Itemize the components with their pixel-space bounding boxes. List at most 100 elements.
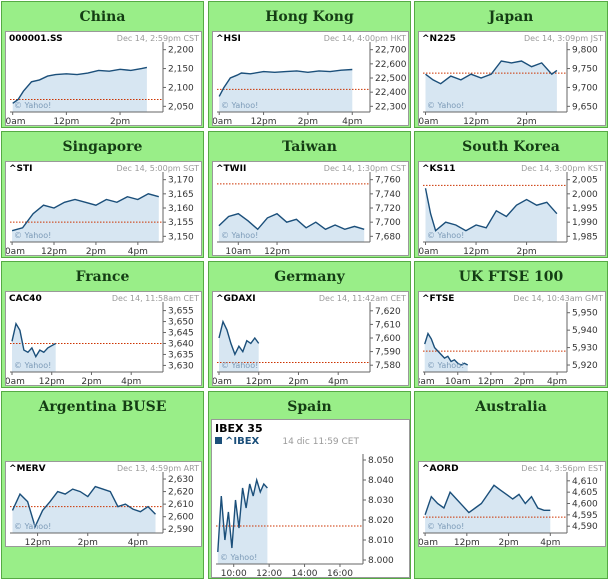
y-tick-label: 3,645: [168, 329, 194, 339]
price-area: [12, 323, 56, 372]
x-tick-label: 10am: [445, 377, 471, 387]
panel-south-korea: South Korea ^KS11 Dec 14, 3:00pm KST 2,005 2…: [414, 131, 608, 258]
panel-title: Spain: [287, 399, 332, 415]
chart-hong-kong[interactable]: ^HSI Dec 14, 4:00pm HKT 22,700 22,600 22,500…: [212, 31, 409, 127]
chart-spain[interactable]: IBEX 35 ^IBEX 14 dic 11:59 CET 8.050 8.040 8.…: [211, 419, 410, 579]
x-tick-label: 4pm: [128, 247, 148, 257]
chart-argentina-buse[interactable]: ^MERV Dec 13, 4:59pm ART 2,630 2,620 2,610 2,…: [5, 461, 202, 548]
chart-svg: ^GDAXI Dec 14, 11:42am CET 7,620 7,610 7,600…: [213, 294, 406, 387]
x-tick-label: 12pm: [41, 247, 67, 257]
panel-title: Japan: [488, 9, 534, 25]
y-tick-label: 3,165: [168, 190, 194, 200]
y-tick-label: 3,630: [168, 361, 194, 371]
x-tick-label: 10am: [6, 377, 25, 387]
price-area: [12, 486, 156, 533]
x-tick-label: 10am: [419, 538, 438, 548]
x-tick-label: 16:00: [327, 569, 353, 579]
chart-south-korea[interactable]: ^KS11 Dec 14, 3:00pm KST 2,005 2,000 1,995 1,…: [418, 161, 606, 257]
price-line: [218, 319, 260, 357]
symbol-label: ^IBEX: [225, 436, 260, 447]
y-tick-label: 3,650: [168, 318, 194, 328]
x-tick-label: 10am: [6, 117, 26, 127]
yahoo-watermark: © Yahoo!: [221, 361, 258, 370]
panel-france: France CAC40 Dec 14, 11:58am CET 3,655 3,650…: [1, 261, 204, 388]
y-tick-label: 2,150: [168, 65, 194, 75]
x-tick-label: 10:00: [221, 569, 247, 579]
chart-svg: ^FTSE Dec 14, 10:43am GMT 5,950 5,940 5,930 5…: [419, 294, 603, 387]
panel-title: France: [75, 269, 130, 285]
yahoo-watermark: © Yahoo!: [221, 101, 258, 110]
y-tick-label: 2,590: [168, 525, 194, 535]
symbol-label: ^AORD: [422, 464, 459, 474]
chart-title: IBEX 35: [215, 422, 263, 435]
panel-japan: Japan ^N225 Dec 14, 3:09pm JST 9,800 9,750 9,…: [414, 1, 608, 128]
price-area: [218, 213, 365, 242]
chart-japan[interactable]: ^N225 Dec 14, 3:09pm JST 9,800 9,750 9,700 9,…: [418, 31, 606, 127]
chart-australia[interactable]: ^AORD Dec 14, 3:56pm EST 4,610 4,605 4,600 4,…: [418, 461, 606, 548]
chart-china[interactable]: 000001.SS Dec 14, 2:59pm CST 2,200 2,150 2,1…: [5, 31, 202, 127]
y-tick-label: 7,680: [375, 232, 401, 242]
panel-title: China: [79, 9, 126, 25]
y-tick-label: 4,605: [572, 488, 598, 498]
y-tick-label: 2,600: [168, 513, 194, 523]
yahoo-watermark: © Yahoo!: [427, 101, 464, 110]
x-tick-label: 4pm: [121, 377, 141, 387]
price-line: [424, 484, 551, 516]
x-tick-label: 2pm: [514, 377, 534, 387]
price-area: [219, 69, 353, 112]
x-tick-label: 10am: [6, 247, 25, 257]
chart-germany[interactable]: ^GDAXI Dec 14, 11:42am CET 7,620 7,610 7,600…: [212, 291, 409, 387]
y-tick-label: 1,985: [572, 232, 598, 242]
price-line: [218, 68, 353, 97]
symbol-label: 000001.SS: [9, 34, 63, 44]
panel-title: South Korea: [462, 139, 560, 155]
price-line: [218, 212, 365, 231]
price-area: [425, 485, 551, 533]
y-tick-label: 9,650: [572, 102, 598, 112]
x-tick-label: 2pm: [86, 247, 106, 257]
symbol-label: ^HSI: [216, 34, 241, 44]
symbol-label: ^TWII: [216, 164, 246, 174]
x-tick-label: 4pm: [547, 377, 567, 387]
panel-china: China 000001.SS Dec 14, 2:59pm CST 2,200 2,1…: [1, 1, 204, 128]
x-tick-label: 4pm: [342, 117, 362, 127]
y-tick-label: 7,700: [375, 218, 401, 228]
x-tick-label: 10am: [213, 117, 232, 127]
x-tick-label: 14:00: [292, 569, 318, 579]
y-tick-label: 8.020: [368, 516, 394, 526]
chart-svg: ^MERV Dec 13, 4:59pm ART 2,630 2,620 2,610 2,…: [9, 464, 199, 548]
yahoo-watermark: © Yahoo!: [14, 101, 51, 110]
x-tick-label: 10am: [419, 117, 438, 127]
y-tick-label: 7,590: [375, 348, 401, 358]
y-tick-label: 22,500: [375, 74, 407, 84]
y-tick-label: 9,700: [572, 83, 598, 93]
price-line: [424, 188, 558, 232]
price-line: [11, 193, 159, 232]
price-line: [11, 485, 156, 529]
chart-svg: ^HSI Dec 14, 4:00pm HKT 22,700 22,600 22,500…: [213, 34, 407, 127]
yahoo-watermark: © Yahoo!: [427, 361, 464, 370]
x-tick-label: 10am: [419, 247, 438, 257]
timestamp-label: Dec 14, 3:09pm JST: [524, 34, 603, 43]
x-tick-label: 12pm: [264, 247, 290, 257]
chart-svg: 000001.SS Dec 14, 2:59pm CST 2,200 2,150 2,1…: [6, 34, 199, 127]
y-tick-label: 2,100: [168, 83, 194, 93]
timestamp-label: Dec 14, 5:00pm SGT: [116, 164, 199, 173]
chart-singapore[interactable]: ^STI Dec 14, 5:00pm SGT 3,170 3,165 3,160 3,1…: [5, 161, 202, 257]
chart-france[interactable]: CAC40 Dec 14, 11:58am CET 3,655 3,650 3,645 3…: [5, 291, 202, 387]
x-tick-label: 12:00: [256, 569, 282, 579]
price-line: [217, 477, 268, 553]
y-tick-label: 3,170: [168, 176, 194, 186]
y-tick-label: 4,595: [572, 511, 598, 521]
price-line: [425, 60, 558, 85]
panel-title: Argentina BUSE: [38, 399, 167, 415]
chart-taiwan[interactable]: ^TWII Dec 14, 1:30pm CST 7,760 7,740 7,720 7,…: [212, 161, 409, 257]
x-tick-label: 12pm: [463, 247, 489, 257]
y-tick-label: 22,300: [375, 102, 407, 112]
panel-taiwan: Taiwan ^TWII Dec 14, 1:30pm CST 7,760 7,740 7…: [208, 131, 411, 258]
y-tick-label: 2,610: [168, 500, 194, 510]
y-tick-label: 5,930: [572, 344, 598, 354]
timestamp-label: Dec 14, 10:43am GMT: [513, 294, 603, 303]
yahoo-watermark: © Yahoo!: [14, 522, 51, 531]
chart-uk-ftse-100[interactable]: ^FTSE Dec 14, 10:43am GMT 5,950 5,940 5,930 5…: [418, 291, 606, 387]
